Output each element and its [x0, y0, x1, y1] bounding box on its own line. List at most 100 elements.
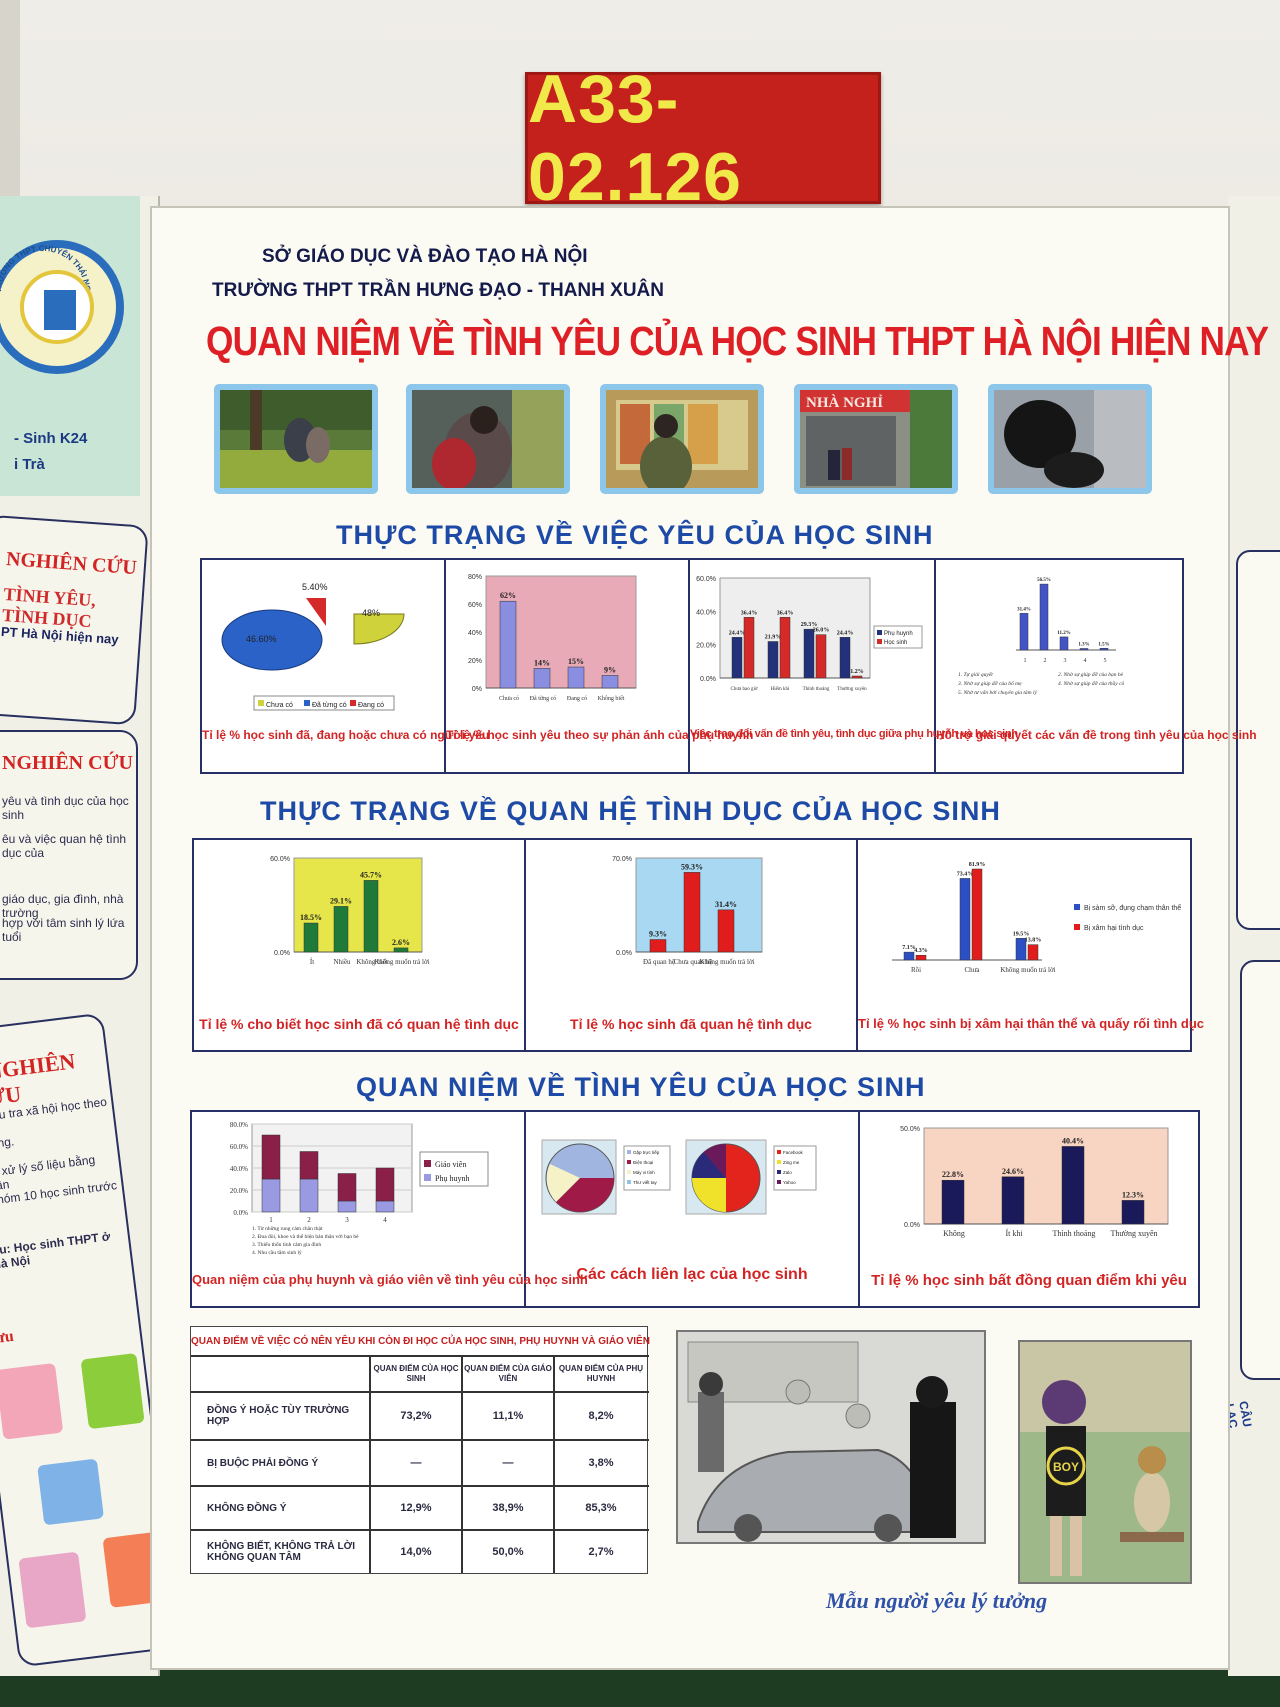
table-cell: 11,1%: [463, 1393, 555, 1439]
category-label: Không: [943, 1229, 965, 1238]
note-text: 2. Nhờ sự giúp đỡ của bạn bè: [1058, 672, 1124, 678]
chart-cell-self-sex: 70.0% 0.0% 9.3% 59.3% 31.4% Đã quan hệ Chưa qu…: [526, 840, 858, 1050]
chart-bar: [533, 668, 551, 689]
chart-caption: Các cách liên lạc của học sinh: [576, 1266, 808, 1283]
chart-cell-support: 31.4% 56.5% 11.2% 1.3% 1.5% 1 2 3 4 5 1. Tự giải q…: [936, 560, 1257, 772]
table-row-label-line-2: KHÔNG QUAN TÂM: [207, 1552, 301, 1563]
table-cell: 73,2%: [371, 1393, 463, 1439]
photo-park-image: [220, 390, 372, 488]
table-col-parents: QUAN ĐIỂM CỦA PHỤ HUYNH: [558, 1364, 644, 1383]
category-label: 5: [1104, 658, 1107, 664]
photo-sad-girl: [988, 384, 1152, 494]
chart-bar: [941, 1179, 965, 1225]
panel-line-5: ữu: Học sinh THPT ở Hà Nội: [0, 1229, 112, 1272]
photo-shop: [600, 384, 764, 494]
panel-line-1: yêu và tình dục của học sinh: [2, 794, 129, 822]
legend-box: [419, 1151, 489, 1187]
chart-bar: [1001, 1176, 1025, 1225]
data-label: 21.9%: [765, 635, 782, 641]
flow-box-blue: [37, 1458, 105, 1526]
legend-label: Phụ huynh: [435, 1174, 469, 1183]
data-label: 9.3%: [649, 930, 667, 939]
ideal-partner-caption: Mẫu người yêu lý tưởng: [826, 1588, 1048, 1613]
table-cell: 14,0%: [371, 1531, 463, 1573]
note-text: 3. Thiếu thốn tình cảm gia đình: [252, 1241, 321, 1248]
category-label: 1: [1024, 658, 1027, 664]
chart-bar: [683, 872, 701, 953]
data-label: 13.8%: [1025, 938, 1042, 944]
data-label: 19.5%: [1013, 931, 1030, 937]
data-label: 36.4%: [741, 610, 758, 616]
bar-chart-abuse: 7.1% 73.4% 19.5% 4.3% 81.9% 13.8% Rồi Chưa Không…: [892, 862, 1181, 974]
bar-chart-others-sex: 60.0% 0.0% 18.5% 29.1% 45.7% 2.6% Ít Nhiều Không…: [270, 856, 430, 966]
chart-bar: [803, 628, 815, 679]
table-header-row: QUAN ĐIỂM CỦA HỌC SINH QUAN ĐIỂM CỦA GIÁ…: [191, 1357, 649, 1393]
photo-guesthouse-image: NHÀ NGHỈ: [800, 390, 952, 488]
chart-bar: [567, 666, 585, 689]
chart-bar: [601, 675, 619, 689]
data-label: 1.2%: [850, 669, 864, 675]
photo-guesthouse: NHÀ NGHỈ: [794, 384, 958, 494]
note-text: 5. Nhờ tư vấn bởi chuyên gia tâm lý: [958, 689, 1038, 696]
chart-bar: [1019, 613, 1029, 651]
y-tick-label: 20.0%: [696, 643, 716, 650]
author-line-2: i Trà: [14, 456, 45, 473]
photo-shop-image: [606, 390, 758, 488]
note-text: 4. Nhờ sự giúp đỡ của thầy cô: [1058, 680, 1125, 687]
category-label: Chưa quan hệ: [674, 958, 713, 966]
shirt-text: BOY: [1053, 1460, 1079, 1474]
panel-line-4: hợp với tâm sinh lý lứa tuổi: [2, 916, 125, 944]
legend-swatch: [424, 1160, 431, 1167]
right-panel-1: [1236, 550, 1280, 930]
legend-swatch: [777, 1170, 781, 1174]
bar-chart-parent-teacher: 80.0% 60.0% 40.0% 20.0% 0.0% 1 2 3 4 Giáo viên Phụ…: [230, 1121, 489, 1256]
photo-couple-park: [214, 384, 378, 494]
table-cell: 3,8%: [588, 1457, 614, 1469]
section-heading-1: THỰC TRẠNG VỀ VIỆC YÊU CỦA HỌC SINH: [336, 520, 934, 550]
data-label: 36.4%: [777, 610, 794, 616]
pie-slice-b-3: [704, 1143, 726, 1178]
chart-caption: Hỗ trợ giải quyết các vấn đề trong tình …: [936, 728, 1257, 742]
flow-box-green: [80, 1352, 145, 1430]
chart-caption: Tỉ lệ % học sinh bị xâm hại thân thể và …: [858, 1016, 1204, 1031]
panel-line-3: giáo dục, gia đình, nhà trường: [2, 892, 124, 920]
table-header-blank: [191, 1357, 371, 1391]
legend-label: Bị sàm sỡ, đụng chạm thân thể: [1084, 904, 1181, 912]
left-panel-research-topic: NGHIÊN CỨU TÌNH YÊU, TÌNH DỤC PT Hà Nội …: [0, 514, 149, 726]
y-tick-label: 0.0%: [274, 950, 290, 957]
panel-title: NGHIÊN CỨU: [5, 548, 138, 580]
y-tick-label: 80.0%: [230, 1121, 248, 1129]
category-label: 3: [1064, 658, 1067, 664]
chart-caption: Tỉ lệ % học sinh đã, đang hoặc chưa có n…: [202, 728, 490, 742]
table-row-label: BỊ BUỘC PHẢI ĐỒNG Ý: [191, 1441, 371, 1485]
y-tick-label: 40.0%: [696, 609, 716, 616]
pie-slice-a-2: [546, 1164, 580, 1202]
y-tick-label: 0.0%: [700, 676, 716, 683]
chart-cell-abuse: 7.1% 73.4% 19.5% 4.3% 81.9% 13.8% Rồi Chưa Không…: [858, 840, 1204, 1050]
chart-bar: [299, 1151, 319, 1180]
book-icon: [44, 290, 76, 330]
chart-bar: [1027, 944, 1039, 961]
table-row: ĐỒNG Ý HOẶC TÙY TRƯỜNG HỢP 73,2% 11,1% 8…: [191, 1393, 649, 1441]
y-tick-label: 0.0%: [616, 950, 632, 957]
chart-bar: [299, 1178, 319, 1213]
chart-row-2: 60.0% 0.0% 18.5% 29.1% 45.7% 2.6% Ít Nhiều Không…: [192, 838, 1204, 1052]
category-label: 4: [1084, 658, 1087, 664]
author-line-1: - Sinh K24: [14, 430, 88, 447]
legend-swatch: [627, 1150, 631, 1154]
chart-caption: Việc trao đổi vấn đề tình yêu, tình dục …: [690, 728, 1018, 740]
drawing-car-image: [678, 1332, 984, 1542]
photo-hug-image: [412, 390, 564, 488]
category-label: 4: [383, 1216, 387, 1224]
table-cell: 12,9%: [371, 1487, 463, 1529]
data-label: 7.1%: [902, 945, 916, 951]
chart-bar: [717, 909, 735, 953]
table-cell: 50,0%: [463, 1531, 555, 1573]
pie-slice-chua-co: [353, 613, 405, 645]
data-label: 31.4%: [1017, 607, 1031, 612]
pie-slice-b-1: [692, 1178, 726, 1212]
data-label: 81.9%: [969, 862, 986, 868]
flow-box-pink: [0, 1362, 64, 1440]
chart-row-3: 80.0% 60.0% 40.0% 20.0% 0.0% 1 2 3 4 Giáo viên Phụ…: [190, 1110, 1200, 1308]
data-label: 12.3%: [1122, 1190, 1144, 1199]
